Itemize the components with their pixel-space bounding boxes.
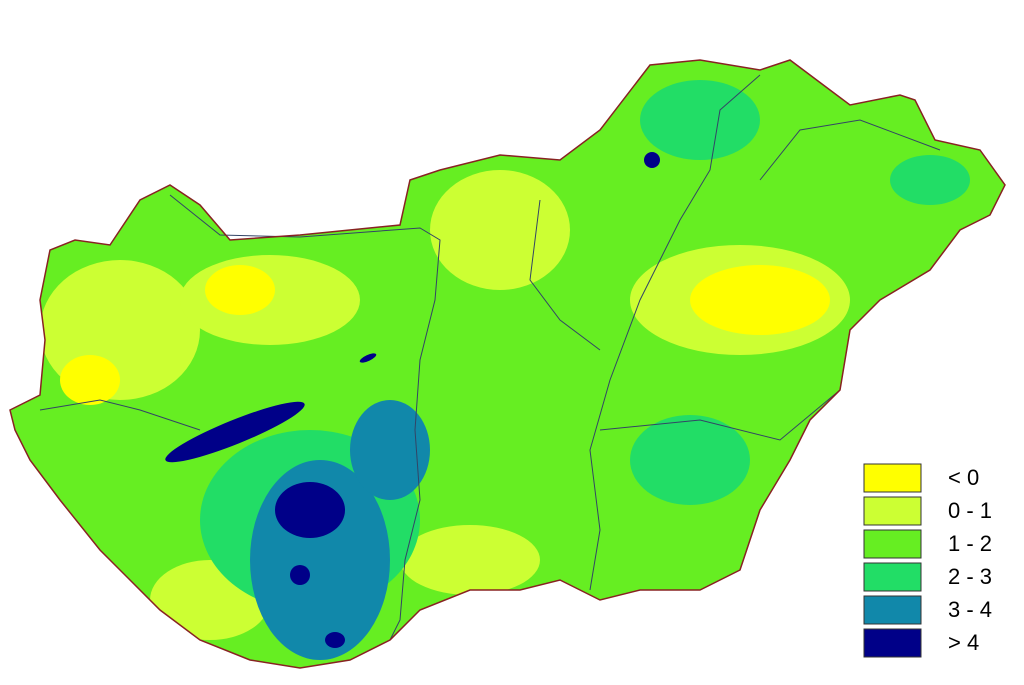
lake	[359, 353, 377, 363]
legend-swatch	[863, 529, 922, 559]
legend-label: 3 - 4	[948, 597, 992, 622]
legend-label: 0 - 1	[948, 498, 992, 523]
legend-swatch	[863, 496, 922, 526]
legend-label: > 4	[948, 630, 979, 655]
border	[9, 59, 1006, 669]
legend-swatch	[863, 595, 922, 625]
legend-label: 2 - 3	[948, 564, 992, 589]
legend-swatch	[863, 562, 922, 592]
legend-swatch	[863, 463, 922, 493]
legend-swatch	[863, 628, 922, 658]
legend-label: 1 - 2	[948, 531, 992, 556]
legend-label: < 0	[948, 465, 979, 490]
lake	[165, 401, 305, 463]
legend: < 0 0 - 1 1 - 2 2 - 3 3 - 4 > 4	[863, 463, 992, 658]
